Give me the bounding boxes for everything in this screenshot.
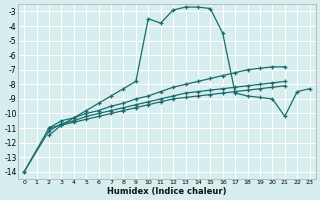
X-axis label: Humidex (Indice chaleur): Humidex (Indice chaleur) xyxy=(107,187,227,196)
